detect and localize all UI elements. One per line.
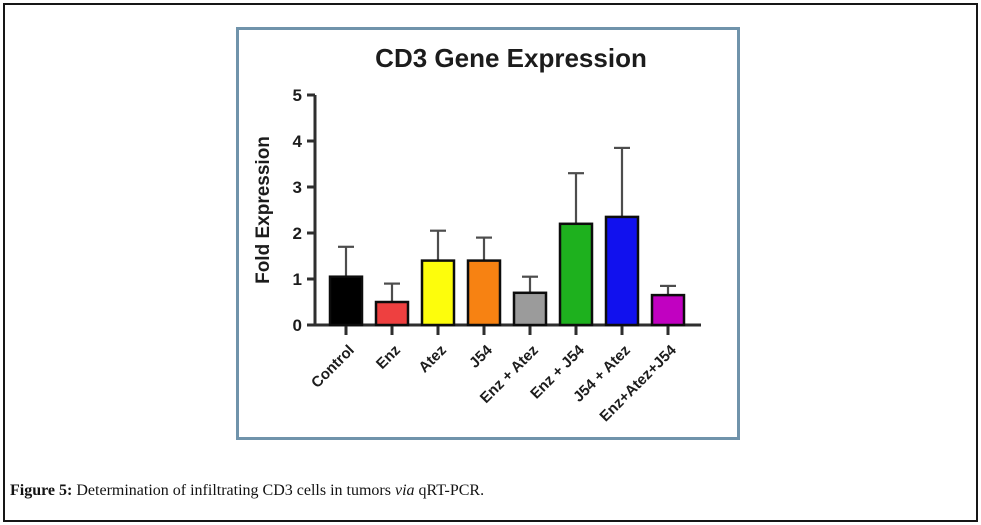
- x-tick-label: Control: [308, 342, 358, 392]
- y-tick-label: 2: [293, 224, 302, 243]
- bar-enz-atez-j54: [650, 293, 686, 327]
- caption-tail: qRT-PCR.: [414, 482, 485, 499]
- caption-italic-word: via: [394, 482, 415, 499]
- bar-j54: [466, 259, 502, 327]
- bar-chart: CD3 Gene Expression Fold Expression 0 1 2 3…: [253, 43, 701, 425]
- bar-enz-j54: [558, 222, 594, 327]
- y-axis-title: Fold Expression: [253, 136, 274, 284]
- y-tick-label: 0: [293, 316, 302, 335]
- caption-text: Determination of infiltrating CD3 cells …: [72, 482, 395, 499]
- y-tick-label: 1: [293, 270, 302, 289]
- bar-j54-atez: [604, 215, 640, 327]
- x-tick-label: Atez: [415, 342, 449, 376]
- x-tick-label: Enz: [373, 342, 404, 373]
- bar-atez: [420, 259, 456, 327]
- bar-control: [328, 275, 364, 327]
- x-tick-label: J54: [466, 341, 496, 371]
- bar-enz-atez: [512, 291, 548, 327]
- caption-figure-label: Figure 5:: [10, 482, 73, 499]
- y-tick-label: 4: [293, 132, 303, 151]
- chart-panel: CD3 Gene Expression Fold Expression 0 1 2 3…: [236, 27, 740, 440]
- bar-enz: [374, 300, 410, 327]
- y-tick-label: 3: [293, 178, 302, 197]
- y-tick-label: 5: [293, 86, 302, 105]
- figure-caption: Figure 5: Determination of infiltrating …: [10, 482, 484, 500]
- chart-title: CD3 Gene Expression: [375, 43, 647, 73]
